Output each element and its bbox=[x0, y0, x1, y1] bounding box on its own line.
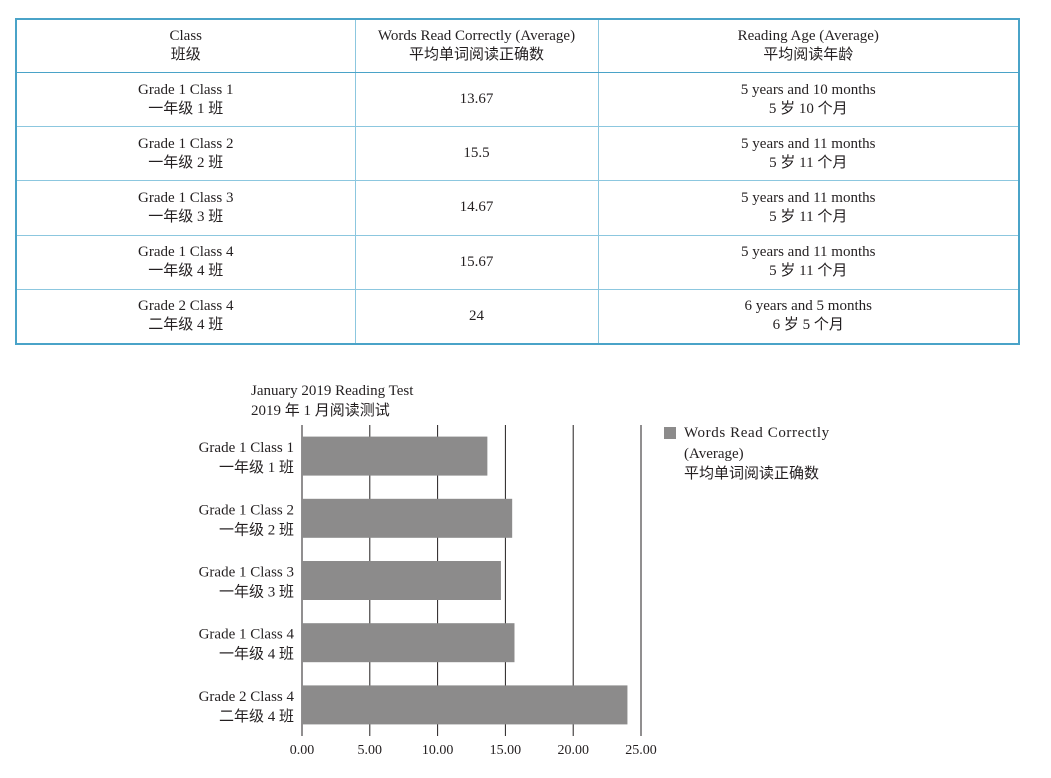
table-row: Grade 2 Class 4 二年级 4 班 24 6 years and 5 … bbox=[15, 288, 1020, 345]
words-cell: 15.67 bbox=[354, 234, 599, 290]
reading-results-table: Class 班级 Words Read Correctly (Average) … bbox=[15, 18, 1020, 345]
category-label-en: Grade 2 Class 4 bbox=[199, 689, 295, 705]
reading-age-cell: 5 years and 10 months 5 岁 10 个月 bbox=[597, 71, 1020, 128]
bar bbox=[302, 685, 628, 725]
x-tick-label: 25.00 bbox=[625, 743, 657, 758]
reading-age-cell: 5 years and 11 months 5 岁 11 个月 bbox=[597, 126, 1020, 182]
category-label-zh: 一年级 4 班 bbox=[219, 646, 294, 663]
table-row: Grade 1 Class 4 一年级 4 班 15.67 5 years and… bbox=[15, 234, 1020, 290]
bar bbox=[302, 436, 488, 476]
table-row: Grade 1 Class 1 一年级 1 班 13.67 5 years and… bbox=[15, 71, 1020, 128]
bar bbox=[302, 561, 501, 600]
class-cell: Grade 1 Class 3 一年级 3 班 bbox=[15, 180, 356, 236]
reading-table-container: Class 班级 Words Read Correctly (Average) … bbox=[15, 18, 1020, 345]
category-label-zh: 一年级 3 班 bbox=[219, 584, 294, 601]
legend-label-line-3: 平均单词阅读正确数 bbox=[684, 465, 819, 482]
words-cell: 24 bbox=[354, 288, 599, 345]
x-tick-label: 20.00 bbox=[557, 743, 589, 758]
words-cell: 14.67 bbox=[354, 180, 599, 236]
words-cell: 13.67 bbox=[354, 71, 599, 128]
reading-test-bar-chart: January 2019 Reading Test 2019 年 1 月阅读测试… bbox=[199, 383, 830, 758]
chart-title: January 2019 Reading Test bbox=[251, 383, 414, 399]
chart-subtitle: 2019 年 1 月阅读测试 bbox=[251, 402, 390, 419]
bar bbox=[302, 623, 515, 663]
chart-legend: Words Read Correctly (Average) 平均单词阅读正确数 bbox=[664, 425, 830, 482]
table-header-row: Class 班级 Words Read Correctly (Average) … bbox=[15, 18, 1020, 73]
category-label-zh: 二年级 4 班 bbox=[219, 708, 294, 725]
reading-age-cell: 6 years and 5 months 6 岁 5 个月 bbox=[597, 288, 1020, 345]
class-cell: Grade 1 Class 2 一年级 2 班 bbox=[15, 126, 356, 182]
category-label-zh: 一年级 1 班 bbox=[219, 459, 294, 476]
category-label-en: Grade 1 Class 3 bbox=[199, 565, 294, 581]
table-row: Grade 1 Class 3 一年级 3 班 14.67 5 years and… bbox=[15, 180, 1020, 236]
category-label-zh: 一年级 2 班 bbox=[219, 521, 294, 538]
category-label-en: Grade 1 Class 4 bbox=[199, 627, 295, 643]
words-cell: 15.5 bbox=[354, 126, 599, 182]
header-reading-age: Reading Age (Average) 平均阅读年龄 bbox=[597, 18, 1020, 73]
class-cell: Grade 2 Class 4 二年级 4 班 bbox=[15, 288, 356, 345]
x-tick-label: 0.00 bbox=[290, 743, 315, 758]
chart-x-tick-labels: 0.00 5.00 10.00 15.00 20.00 25.00 bbox=[290, 743, 657, 758]
x-tick-label: 15.00 bbox=[490, 743, 522, 758]
bar bbox=[302, 498, 513, 538]
reading-age-cell: 5 years and 11 months 5 岁 11 个月 bbox=[597, 180, 1020, 236]
legend-label-line-2: (Average) bbox=[684, 446, 744, 462]
chart-bars bbox=[302, 436, 628, 725]
x-tick-label: 10.00 bbox=[422, 743, 454, 758]
x-tick-label: 5.00 bbox=[358, 743, 383, 758]
chart-category-labels: Grade 1 Class 1 一年级 1 班 Grade 1 Class 2 一年级… bbox=[199, 440, 295, 725]
header-words-read: Words Read Correctly (Average) 平均单词阅读正确数 bbox=[354, 18, 599, 73]
category-label-en: Grade 1 Class 1 bbox=[199, 440, 294, 456]
category-label-en: Grade 1 Class 2 bbox=[199, 502, 294, 518]
class-cell: Grade 1 Class 1 一年级 1 班 bbox=[15, 71, 356, 128]
header-class: Class 班级 bbox=[15, 18, 356, 73]
legend-swatch bbox=[664, 427, 676, 439]
class-cell: Grade 1 Class 4 一年级 4 班 bbox=[15, 234, 356, 290]
legend-label-line-1: Words Read Correctly bbox=[684, 425, 830, 441]
reading-age-cell: 5 years and 11 months 5 岁 11 个月 bbox=[597, 234, 1020, 290]
table-row: Grade 1 Class 2 一年级 2 班 15.5 5 years and … bbox=[15, 126, 1020, 182]
